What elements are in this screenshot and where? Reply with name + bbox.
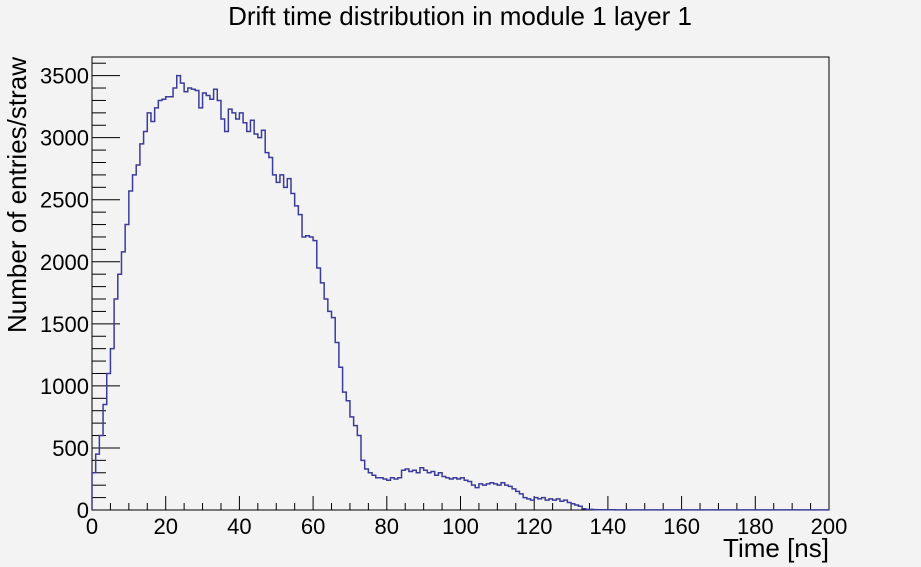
y-tick-label: 2500 — [40, 188, 89, 213]
y-tick-label: 500 — [52, 436, 89, 461]
histogram-series-line — [91, 74, 829, 511]
x-tick-label: 160 — [663, 514, 700, 539]
x-tick-label: 20 — [153, 514, 177, 539]
x-axis-tick-labels: 0 20 40 60 80 100 120 140 160 180 200 — [86, 514, 847, 539]
x-axis-label: Time [ns] — [723, 533, 829, 563]
x-tick-label: 180 — [737, 514, 774, 539]
y-tick-label: 3500 — [40, 64, 89, 89]
y-axis-label: Number of entries/straw — [2, 57, 32, 333]
x-tick-label: 120 — [516, 514, 553, 539]
x-tick-label: 200 — [811, 514, 848, 539]
chart-title: Drift time distribution in module 1 laye… — [228, 1, 692, 31]
y-tick-label: 2000 — [40, 250, 89, 275]
x-axis-ticks — [91, 496, 830, 510]
x-tick-label: 60 — [301, 514, 325, 539]
y-tick-label: 3000 — [40, 126, 89, 151]
y-tick-label: 0 — [77, 498, 89, 523]
plot-frame — [91, 56, 830, 511]
y-axis-tick-labels: 0 500 1000 1500 2000 2500 3000 3500 — [40, 64, 89, 523]
y-tick-label: 1500 — [40, 312, 89, 337]
x-tick-label: 100 — [442, 514, 479, 539]
y-tick-label: 1000 — [40, 374, 89, 399]
y-axis-ticks — [92, 62, 120, 511]
x-tick-label: 140 — [590, 514, 627, 539]
x-tick-label: 80 — [375, 514, 399, 539]
x-tick-label: 40 — [227, 514, 251, 539]
x-tick-label: 0 — [86, 514, 98, 539]
